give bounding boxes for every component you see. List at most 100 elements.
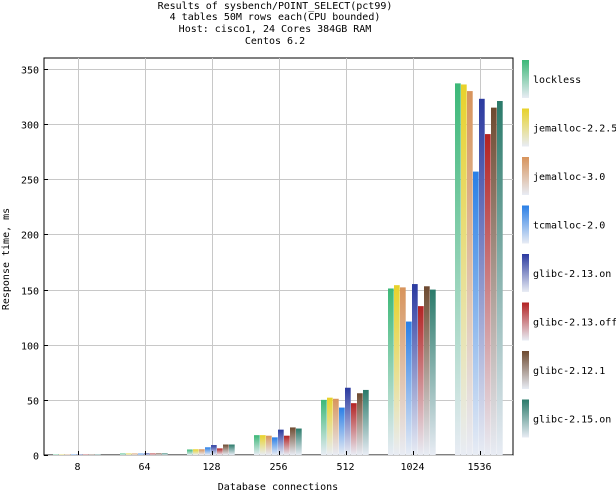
bar-jemalloc-3.0-64 <box>132 453 138 455</box>
bar-glibc-2.13.off-1536 <box>485 134 491 455</box>
legend-swatch-jemalloc-2.2.5 <box>522 108 529 147</box>
bar-glibc-2.15.on-8 <box>95 454 101 455</box>
legend-swatch-glibc-2.12.1 <box>522 351 529 389</box>
legend-swatch-jemalloc-3.0 <box>522 157 529 195</box>
bar-lockless-128 <box>187 449 193 455</box>
bar-glibc-2.13.off-8 <box>83 454 89 455</box>
y-tick-label: 300 <box>21 121 39 132</box>
bar-glibc-2.12.1-256 <box>290 427 296 455</box>
x-tick-label: 64 <box>138 462 150 473</box>
bar-jemalloc-2.2.5-1024 <box>394 285 400 455</box>
legend-label-glibc-2.15.on: glibc-2.15.on <box>533 415 611 426</box>
legend-swatch-tcmalloc-2.0 <box>522 205 529 244</box>
bar-jemalloc-3.0-256 <box>266 435 272 455</box>
bar-lockless-1536 <box>455 83 461 455</box>
bar-tcmalloc-2.0-1536 <box>473 171 479 455</box>
bar-tcmalloc-2.0-64 <box>138 453 144 455</box>
bar-jemalloc-2.2.5-256 <box>260 435 266 455</box>
bar-jemalloc-3.0-1024 <box>400 287 406 455</box>
grid-layer <box>43 57 514 456</box>
bar-jemalloc-3.0-512 <box>333 398 339 455</box>
bar-jemalloc-3.0-1536 <box>467 91 473 455</box>
x-tick-label: 512 <box>336 462 354 473</box>
y-tick-label: 150 <box>21 287 39 298</box>
bar-lockless-64 <box>120 453 126 455</box>
bar-glibc-2.13.on-1024 <box>412 284 418 455</box>
bar-glibc-2.15.on-1536 <box>497 101 503 455</box>
bar-glibc-2.13.off-128 <box>217 448 223 455</box>
legend-layer: lockless jemalloc-2.2.5 jemalloc-3.0 tcmall… <box>522 60 616 438</box>
bar-glibc-2.12.1-1024 <box>424 286 430 455</box>
x-tick-label: 128 <box>202 462 220 473</box>
bar-jemalloc-3.0-8 <box>65 454 71 455</box>
bar-tcmalloc-2.0-8 <box>71 454 77 455</box>
bar-glibc-2.15.on-64 <box>162 453 168 455</box>
y-tick-label: 100 <box>21 342 39 353</box>
bar-glibc-2.13.off-256 <box>284 435 290 455</box>
bar-glibc-2.15.on-256 <box>296 428 302 455</box>
bar-glibc-2.13.on-8 <box>77 454 83 455</box>
bar-glibc-2.12.1-1536 <box>491 107 497 455</box>
legend-swatch-glibc-2.15.on <box>522 399 529 438</box>
chart-title-line-4: Centos 6.2 <box>245 36 305 47</box>
x-tick-label: 8 <box>74 462 80 473</box>
bar-tcmalloc-2.0-1024 <box>406 321 412 455</box>
x-tick-label: 1024 <box>400 462 424 473</box>
legend-label-glibc-2.13.on: glibc-2.13.on <box>533 269 611 280</box>
x-tick-label: 1536 <box>467 462 491 473</box>
bar-glibc-2.13.on-64 <box>144 453 150 455</box>
bar-lockless-256 <box>254 435 260 455</box>
bar-lockless-1024 <box>388 288 394 455</box>
bar-jemalloc-2.2.5-128 <box>193 449 199 455</box>
bar-jemalloc-2.2.5-512 <box>327 397 333 455</box>
bar-glibc-2.13.on-128 <box>211 445 217 455</box>
bar-glibc-2.13.on-256 <box>278 429 284 455</box>
bar-tcmalloc-2.0-512 <box>339 407 345 455</box>
bar-glibc-2.13.off-512 <box>351 403 357 455</box>
bar-glibc-2.15.on-128 <box>229 444 235 455</box>
bar-lockless-512 <box>321 399 327 455</box>
chart-title-line-3: Host: cisco1, 24 Cores 384GB RAM <box>179 24 372 35</box>
bar-jemalloc-2.2.5-64 <box>126 453 132 455</box>
legend-swatch-glibc-2.13.on <box>522 254 529 292</box>
y-axis-label: Response time, ms <box>1 208 12 310</box>
bar-glibc-2.13.on-1536 <box>479 98 485 455</box>
bar-glibc-2.13.off-1024 <box>418 306 424 455</box>
legend-swatch-glibc-2.13.off <box>522 302 529 341</box>
bar-glibc-2.12.1-512 <box>357 393 363 455</box>
x-axis-label: Database connections <box>218 482 338 491</box>
plot-frame <box>43 57 514 456</box>
bar-jemalloc-2.2.5-8 <box>59 454 65 455</box>
chart-title-line-2: 4 tables 50M rows each(CPU bounded) <box>170 12 381 23</box>
bars-layer <box>53 83 503 455</box>
bar-tcmalloc-2.0-256 <box>272 437 278 455</box>
bar-jemalloc-2.2.5-1536 <box>461 84 467 455</box>
legend-label-tcmalloc-2.0: tcmalloc-2.0 <box>533 221 605 232</box>
legend-label-glibc-2.13.off: glibc-2.13.off <box>533 318 616 329</box>
bar-glibc-2.13.off-64 <box>150 453 156 455</box>
y-tick-label: 200 <box>21 231 39 242</box>
legend-label-lockless: lockless <box>533 75 581 86</box>
bar-tcmalloc-2.0-128 <box>205 447 211 455</box>
y-tick-label: 0 <box>33 452 39 463</box>
chart-title-line-1: Results of sysbench/POINT_SELECT(pct99) <box>158 1 393 12</box>
bar-jemalloc-3.0-128 <box>199 449 205 455</box>
y-tick-label: 50 <box>27 397 39 408</box>
bar-glibc-2.12.1-128 <box>223 444 229 455</box>
bar-glibc-2.12.1-64 <box>156 453 162 455</box>
y-tick-label: 250 <box>21 176 39 187</box>
bar-lockless-8 <box>53 454 59 455</box>
y-tick-label: 350 <box>21 66 39 77</box>
x-tick-label: 256 <box>269 462 287 473</box>
bar-glibc-2.15.on-1024 <box>430 289 436 455</box>
legend-label-jemalloc-2.2.5: jemalloc-2.2.5 <box>533 124 616 135</box>
bar-glibc-2.15.on-512 <box>363 389 369 455</box>
legend-swatch-lockless <box>522 60 529 98</box>
bar-glibc-2.12.1-8 <box>89 454 95 455</box>
bar-glibc-2.13.on-512 <box>345 387 351 455</box>
axis-layer: 0 50 100 150 200 250 300 350 8 64 128 256 512 1024 153… <box>21 66 492 474</box>
legend-label-glibc-2.12.1: glibc-2.12.1 <box>533 366 605 377</box>
legend-label-jemalloc-3.0: jemalloc-3.0 <box>533 172 605 183</box>
